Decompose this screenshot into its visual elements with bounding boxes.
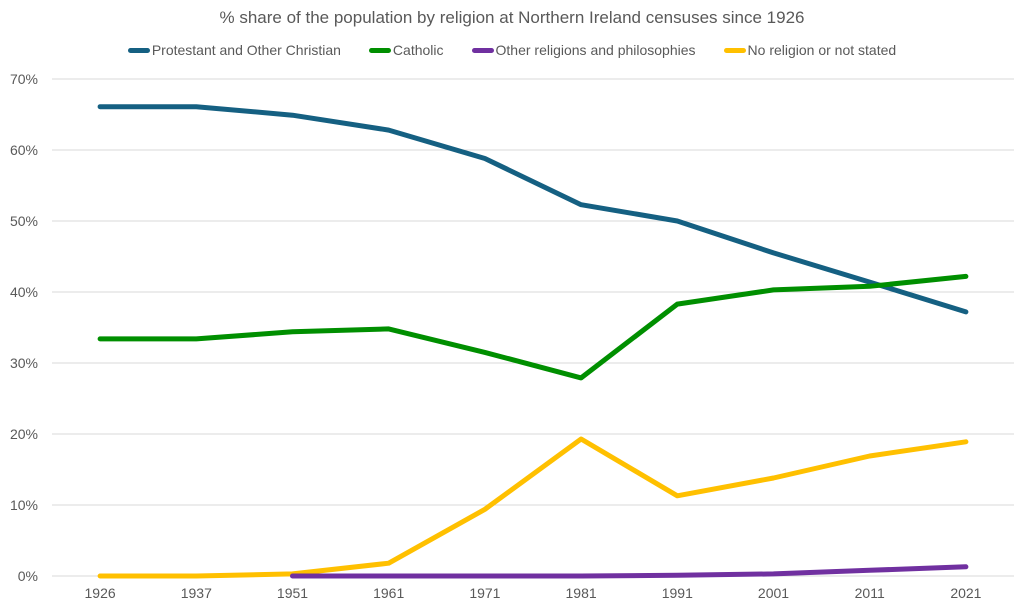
y-tick-label: 40% [10,284,38,300]
legend-label-other-religions: Other religions and philosophies [495,42,696,58]
y-tick-label: 60% [10,142,38,158]
series-line-no-religion [97,436,969,579]
x-tick-label: 1926 [85,585,116,601]
series-line-catholic [97,273,969,381]
x-tick-label: 1937 [181,585,212,601]
legend-item-protestant: Protestant and Other Christian [127,42,341,58]
legend-swatch-other-religions [471,47,494,53]
chart-title: % share of the population by religion at… [219,8,805,27]
x-tick-label: 2021 [950,585,981,601]
x-tick-label: 1981 [566,585,597,601]
y-tick-label: 70% [10,71,38,87]
y-tick-label: 0% [18,568,38,584]
legend-swatch-no-religion [723,47,746,53]
x-axis: 1926 1937 1951 1961 1971 1981 1991 2001 2011 2021 [85,585,982,601]
legend-item-other-religions: Other religions and philosophies [471,42,696,58]
legend-label-no-religion: No religion or not stated [747,42,897,58]
y-tick-label: 10% [10,497,38,513]
x-tick-label: 1971 [469,585,500,601]
legend-swatch-protestant [127,47,150,53]
y-tick-label: 30% [10,355,38,371]
x-tick-label: 1991 [662,585,693,601]
x-tick-label: 1961 [373,585,404,601]
legend-label-catholic: Catholic [392,42,444,58]
x-tick-label: 2011 [855,585,885,601]
series-lines [97,104,969,579]
series-line-protestant [97,104,969,315]
y-tick-label: 20% [10,426,38,442]
y-tick-label: 50% [10,213,38,229]
legend: Protestant and Other Christian Catholic … [0,42,1024,58]
y-axis: 0% 10% 20% 30% 40% 50% 60% 70% [10,71,38,584]
legend-item-no-religion: No religion or not stated [723,42,897,58]
legend-label-protestant: Protestant and Other Christian [151,42,341,58]
x-tick-label: 2001 [758,585,789,601]
series-line-other-religions [290,564,969,579]
gridlines [52,78,1014,577]
legend-item-catholic: Catholic [368,42,444,58]
x-tick-label: 1951 [277,585,308,601]
legend-swatch-catholic [368,47,391,53]
